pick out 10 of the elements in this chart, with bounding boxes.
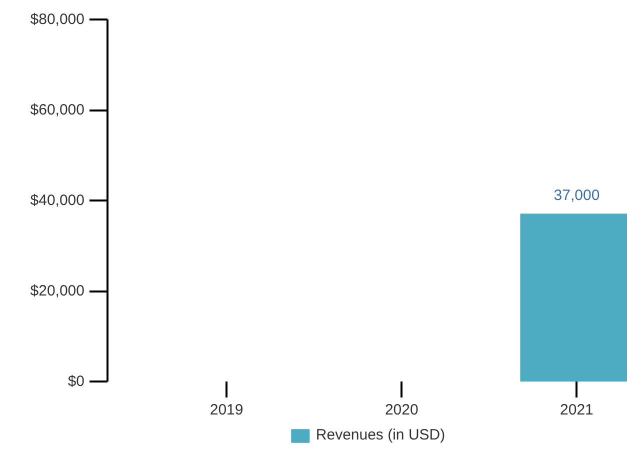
- x-tick-label: 2019: [210, 402, 244, 418]
- legend-label: Revenues (in USD): [316, 426, 446, 444]
- x-tick-label: 2020: [384, 402, 418, 418]
- data-label: 37,000: [554, 187, 600, 204]
- y-tick-label: $60,000: [30, 102, 85, 118]
- x-tick-label: 2021: [560, 402, 594, 418]
- y-tick-label: $80,000: [30, 11, 85, 28]
- y-tick-label: $20,000: [30, 282, 85, 300]
- y-tick-label: $0: [68, 373, 85, 390]
- y-tick-label: $40,000: [30, 192, 85, 209]
